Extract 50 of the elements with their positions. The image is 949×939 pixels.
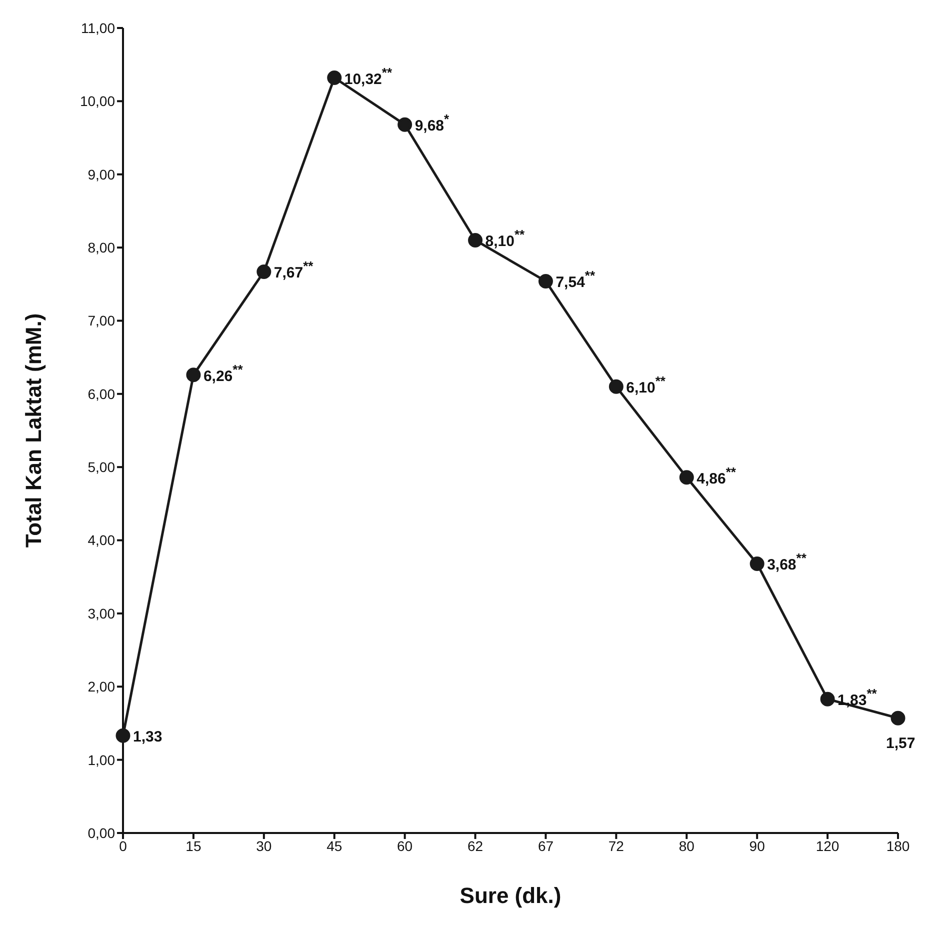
x-tick-label: 180 xyxy=(886,838,910,854)
data-label: 1,33 xyxy=(133,728,162,746)
point xyxy=(820,692,835,706)
data-label: 6,10$^{**}$ xyxy=(626,373,666,397)
y-tick-label: 1,00 xyxy=(88,752,116,768)
data-label: 10,32$^{**}$ xyxy=(344,64,393,88)
x-axis-title: Sure (dk.) xyxy=(460,883,562,908)
data-label: 6,26$^{**}$ xyxy=(203,361,244,385)
y-tick-label: 0,00 xyxy=(88,824,116,841)
y-axis-title: Total Kan Laktat (mM.) xyxy=(20,313,46,548)
x-tick-label: 72 xyxy=(608,838,624,854)
x-tick-label: 80 xyxy=(678,838,695,854)
data-label: 1,57 xyxy=(886,735,916,752)
y-tick-label: 6,00 xyxy=(88,386,116,402)
x-tick-label: 120 xyxy=(816,838,840,854)
x-tick-label: 90 xyxy=(749,838,766,854)
point xyxy=(538,274,553,288)
data-label: 7,54$^{**}$ xyxy=(556,268,596,292)
data-label: 7,67$^{**}$ xyxy=(274,258,314,282)
point xyxy=(186,368,201,382)
x-tick-label: 15 xyxy=(186,838,202,854)
point xyxy=(750,556,764,571)
data-label: 4,86$^{**}$ xyxy=(696,464,737,488)
x-tick-label: 45 xyxy=(326,838,342,854)
point xyxy=(679,470,694,485)
data-label: 8,10$^{**}$ xyxy=(485,226,526,250)
point xyxy=(398,117,412,132)
x-tick-label: 67 xyxy=(538,838,554,854)
point xyxy=(256,264,272,279)
point xyxy=(327,70,342,86)
y-tick-label: 9,00 xyxy=(88,166,116,182)
point xyxy=(468,232,483,248)
y-tick-label: 8,00 xyxy=(88,240,116,256)
y-tick-label: 7,00 xyxy=(88,312,116,329)
point xyxy=(608,379,624,394)
y-tick-label: 2,00 xyxy=(88,678,116,695)
y-tick-label: 4,00 xyxy=(88,532,116,548)
x-tick-label: 0 xyxy=(119,838,128,854)
data-label: 3,68$^{**}$ xyxy=(767,550,808,574)
data-label: 9,68$^{*}$ xyxy=(414,111,450,135)
y-tick-label: 11,00 xyxy=(81,20,116,36)
point xyxy=(116,728,130,743)
x-tick-label: 62 xyxy=(467,838,484,854)
y-tick-label: 10,00 xyxy=(80,93,116,110)
y-tick-label: 5,00 xyxy=(88,459,116,476)
x-tick-label: 30 xyxy=(256,838,272,854)
data-label: 1,83$^{**}$ xyxy=(838,686,878,710)
x-tick-label: 60 xyxy=(397,838,413,854)
y-tick-label: 3,00 xyxy=(88,605,116,622)
point xyxy=(890,710,906,726)
